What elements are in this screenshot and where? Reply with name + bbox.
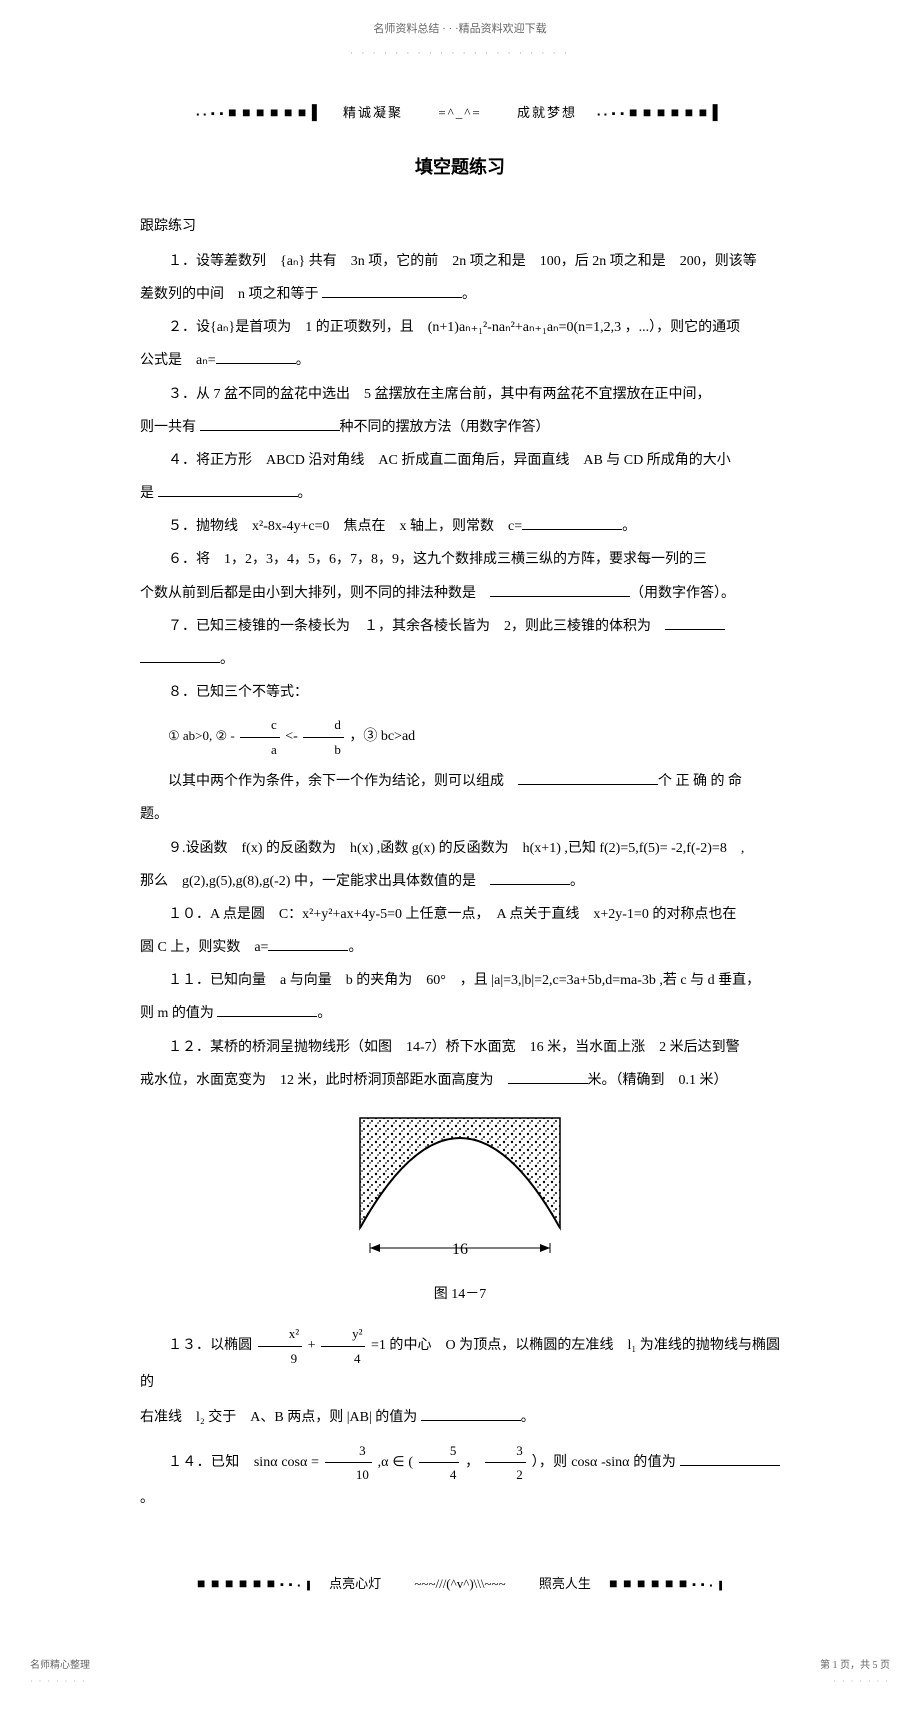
question-2-cont: 公式是 aₙ=。 — [140, 348, 780, 373]
question-4: ４．将正方形 ABCD 沿对角线 AC 折成直二面角后，异面直线 AB 与 CD… — [140, 448, 780, 473]
decoration-bottom: ■ ■ ■ ■ ■ ■ ▪ ▪ ▪ ▐ 点亮心灯 ~~~///(^v^)\\\~… — [0, 1572, 920, 1597]
question-10: １０．A 点是圆 C：x²+y²+ax+4y-5=0 上任意一点， A 点关于直… — [140, 902, 780, 927]
deco-text-mid: =^_^= — [438, 101, 481, 124]
question-10-cont: 圆 C 上，则实数 a=。 — [140, 935, 780, 960]
question-11: １１．已知向量 a 与向量 b 的夹角为 60° ，且 |a|=3,|b|=2,… — [140, 968, 780, 993]
question-3: ３．从 7 盆不同的盆花中选出 5 盆摆放在主席台前，其中有两盆花不宜摆放在正中… — [140, 382, 780, 407]
question-4-cont: 是 。 — [140, 481, 780, 506]
deco-text-right: 成就梦想 — [517, 101, 577, 124]
footer-deco-mid: ~~~///(^v^)\\\~~~ — [414, 1572, 505, 1595]
question-1: １．设等差数列 {aₙ} 共有 3n 项，它的前 2n 项之和是 100，后 2… — [140, 249, 780, 274]
footer-left: 名师精心整理 — [30, 1657, 90, 1675]
section-label: 跟踪练习 — [140, 214, 780, 239]
footer-info: 名师精心整理 · · · · · · · 第 1 页，共 5 页 · · · ·… — [0, 1657, 920, 1689]
bridge-figure: 16 图 14－7 — [140, 1108, 780, 1307]
page-title: 填空题练习 — [140, 151, 780, 183]
question-8-formula: ① ab>0, ② - ca <- db ，③ bc>ad — [140, 713, 780, 761]
question-9-cont: 那么 g(2),g(5),g(8),g(-2) 中，一定能求出具体数值的是 。 — [140, 869, 780, 894]
question-1-cont: 差数列的中间 n 项之和等于 。 — [140, 282, 780, 307]
footer-deco-right: 照亮人生 — [539, 1572, 591, 1595]
question-6: ６．将 1，2，3，4，5，6，7，8，9，这九个数排成三横三纵的方阵，要求每一… — [140, 547, 780, 572]
question-9: ９.设函数 f(x) 的反函数为 h(x) ,函数 g(x) 的反函数为 h(x… — [140, 836, 780, 861]
question-8-cont: 以其中两个作为条件，余下一个作为结论，则可以组成 个 正 确 的 命 — [140, 769, 780, 794]
question-13-cont: 右准线 l₂ 交于 A、B 两点，则 |AB| 的值为 。 — [140, 1405, 780, 1430]
decoration-top: ▪ ▪ ▪ ▪ ■ ■ ■ ■ ■ ■ ▌ 精诚凝聚 =^_^= 成就梦想 ▪ … — [0, 101, 920, 126]
footer-right-dots: · · · · · · · — [820, 1675, 890, 1689]
question-2: ２．设{aₙ}是首项为 1 的正项数列，且 (n+1)aₙ₊₁²-naₙ²+aₙ… — [140, 315, 780, 340]
svg-text:16: 16 — [452, 1241, 468, 1258]
top-dots: · · · · · · · · · · · · · · · · · · · · — [0, 45, 920, 61]
question-7: ７．已知三棱锥的一条棱长为 １，其余各棱长皆为 2，则此三棱锥的体积为 — [140, 614, 780, 639]
question-3-cont: 则一共有 种不同的摆放方法（用数字作答） — [140, 415, 780, 440]
question-8: ８．已知三个不等式： — [140, 680, 780, 705]
question-11-cont: 则 m 的值为 。 — [140, 1001, 780, 1026]
question-7-cont: 。 — [140, 647, 780, 672]
question-12-cont: 戒水位，水面宽变为 12 米，此时桥洞顶部距水面高度为 米。（精确到 0.1 米… — [140, 1068, 780, 1093]
question-5: ５．抛物线 x²-8x-4y+c=0 焦点在 x 轴上，则常数 c=。 — [140, 514, 780, 539]
image-caption: 图 14－7 — [140, 1282, 780, 1307]
footer-deco-left: 点亮心灯 — [329, 1572, 381, 1595]
question-8-cont3: 题。 — [140, 802, 780, 827]
question-13: １３．以椭圆 x²9 + y²4 =1 的中心 O 为顶点，以椭圆的左准线 l₁… — [140, 1322, 780, 1395]
question-6-cont: 个数从前到后都是由小到大排列，则不同的排法种数是 （用数字作答）。 — [140, 581, 780, 606]
deco-text-left: 精诚凝聚 — [343, 101, 403, 124]
question-12: １２．某桥的桥洞呈抛物线形（如图 14-7）桥下水面宽 16 米，当水面上涨 2… — [140, 1035, 780, 1060]
footer-right: 第 1 页，共 5 页 — [820, 1657, 890, 1675]
footer-left-dots: · · · · · · · — [30, 1675, 90, 1689]
question-14: １４．已知 sinα cosα = 310 ,α ∈ ( 54 ， 32 ），则… — [140, 1439, 780, 1512]
top-header: 名师资料总结 · · ·精品资料欢迎下载 — [0, 20, 920, 40]
